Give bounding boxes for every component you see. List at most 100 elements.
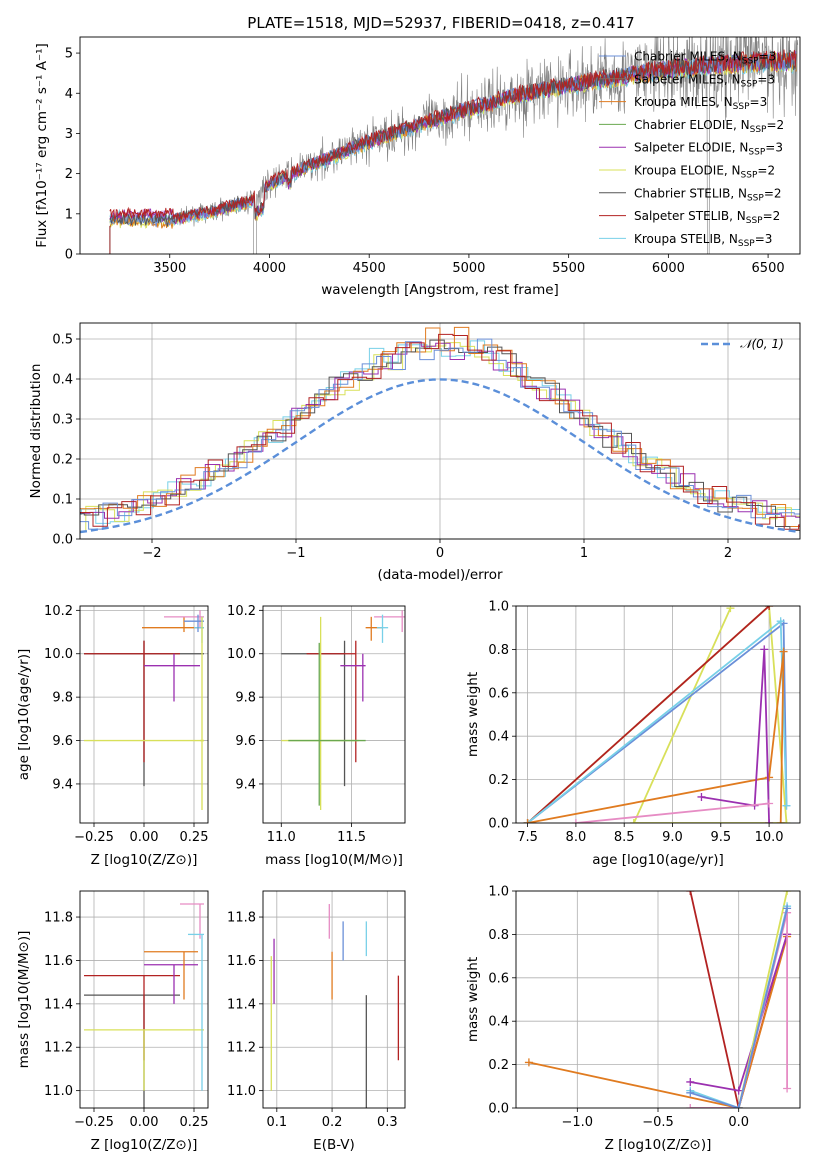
y-tick-label: 9.8 [52,691,73,706]
x-tick-label: 5500 [552,261,585,276]
x-tick-label: 0.3 [377,1115,398,1130]
mass_vs_EBV-frame [262,890,406,1109]
weight_vs_age-lines [523,606,791,823]
y-tick-label: 2 [65,167,73,182]
y-tick-label: 11.6 [44,954,73,969]
residuals-frame [79,322,801,540]
legend-entry: Salpeter ELODIE, NSSP=3 [634,141,783,158]
y-tick-label: 0.0 [488,817,509,832]
y-tick-label: 10.0 [227,647,256,662]
weight-marker [524,1058,533,1067]
x-tick-label: 5000 [452,261,485,276]
y-tick-label: 10.2 [227,604,256,619]
legend: Chabrier MILES, NSSP=3 Salpeter MILES, NS… [599,50,784,249]
x-tick-label: 3500 [153,261,186,276]
y-tick-label: 11.0 [44,1084,73,1099]
y-tick-label: 9.6 [52,734,73,749]
hist-step [80,341,800,519]
x-axis-label: wavelength [Angstrom, rest frame] [321,282,559,298]
x-tick-label: 0.00 [130,830,159,845]
x-tick-label: 0.25 [180,830,209,845]
legend-entry: Kroupa MILES, NSSP=3 [634,95,767,112]
weight-marker [783,891,792,895]
y-tick-label: 9.4 [235,777,256,792]
age_vs_mass-axes: 11.0 11.5 9.4 9.6 9.8 10.0 10.2 [227,604,405,845]
x-tick-label: 0 [436,546,444,561]
x-tick-label: −0.25 [74,830,114,845]
y-tick-label: 11.6 [227,954,256,969]
y-tick-label: 0.4 [52,373,73,388]
weight-marker [686,1104,695,1108]
weight_vs_Z-lines [524,891,792,1108]
residual-hist [80,326,800,534]
figure-title: PLATE=1518, MJD=52937, FIBERID=0418, z=0… [247,14,634,32]
x-axis-label: Z [log10(Z/Z⊙)] [605,1137,712,1153]
x-axis-label: E(B-V) [313,1137,355,1153]
legend-entry: Kroupa ELODIE, NSSP=2 [634,164,775,181]
age_vs_Z-points [84,610,204,810]
y-tick-label: 0.5 [52,333,73,348]
plot-layer: 3500 4000 4500 5000 5500 6000 6500 0 1 2 3 4 5 wavele… [16,36,801,1153]
legend-entry: Salpeter STELIB, NSSP=2 [634,209,780,226]
weight-marker [776,819,785,823]
age_vs_mass-points [281,610,405,810]
weight-line [526,606,770,823]
mass_vs_Z-points [84,903,204,1108]
x-tick-label: 0.1 [266,1115,287,1130]
hist-step [80,338,800,530]
legend-entry: Chabrier ELODIE, NSSP=2 [634,118,784,135]
weight_vs_age-frame [515,605,801,824]
y-axis-label: mass [log10(M/M⊙)] [16,931,32,1069]
x-tick-label: −1.0 [562,1115,594,1130]
x-tick-label: −0.25 [74,1115,114,1130]
weight-marker [734,1104,743,1108]
weight-marker [697,792,706,801]
x-tick-label: 1 [580,546,588,561]
y-tick-label: 0.1 [52,493,73,508]
x-axis-label: Z [log10(Z/Z⊙)] [91,1137,198,1153]
weight-marker [783,1084,792,1093]
weight-marker [760,645,769,654]
y-tick-label: 4 [65,87,73,102]
weight-marker [726,606,735,613]
weight-marker [765,819,774,823]
legend-entry: Salpeter MILES, NSSP=3 [634,72,775,89]
weight-marker [779,647,788,656]
legend-entry: Chabrier MILES, NSSP=3 [634,50,776,67]
hist-step [80,333,800,530]
weight-line [527,651,785,823]
x-tick-label: 7.5 [517,830,538,845]
y-tick-label: 11.0 [227,1084,256,1099]
x-tick-label: 8.5 [614,830,635,845]
y-tick-label: 0.6 [488,971,509,986]
x-tick-label: 11.0 [267,830,296,845]
x-tick-label: −0.5 [642,1115,674,1130]
weight-marker [765,606,774,610]
weight-marker [782,819,791,823]
y-axis-label: mass weight [465,957,481,1042]
hist-step [80,342,800,532]
x-tick-label: 4000 [253,261,286,276]
weight-line [526,606,788,823]
spectrum-frame [79,36,801,255]
y-tick-label: 0.4 [488,1015,509,1030]
y-tick-label: 1.0 [488,885,509,900]
y-tick-label: 0.2 [488,1058,509,1073]
y-tick-label: 0 [65,248,73,263]
gaussian-curve [80,378,800,534]
y-tick-label: 0.4 [488,730,509,745]
weight-marker [686,1077,695,1086]
x-tick-label: 0.2 [322,1115,343,1130]
x-tick-label: 9.5 [710,830,731,845]
y-tick-label: 9.8 [235,691,256,706]
y-tick-label: 1.0 [488,600,509,615]
x-tick-label: 9.0 [662,830,683,845]
hist-step [80,339,800,531]
y-tick-label: 1 [65,207,73,222]
hist-step [80,326,800,533]
y-axis-label: mass weight [465,672,481,757]
y-axis-label: Flux [fλ10⁻¹⁷ erg cm⁻² s⁻¹ A⁻¹] [34,43,50,248]
y-tick-label: 0.2 [52,453,73,468]
y-tick-label: 3 [65,127,73,142]
